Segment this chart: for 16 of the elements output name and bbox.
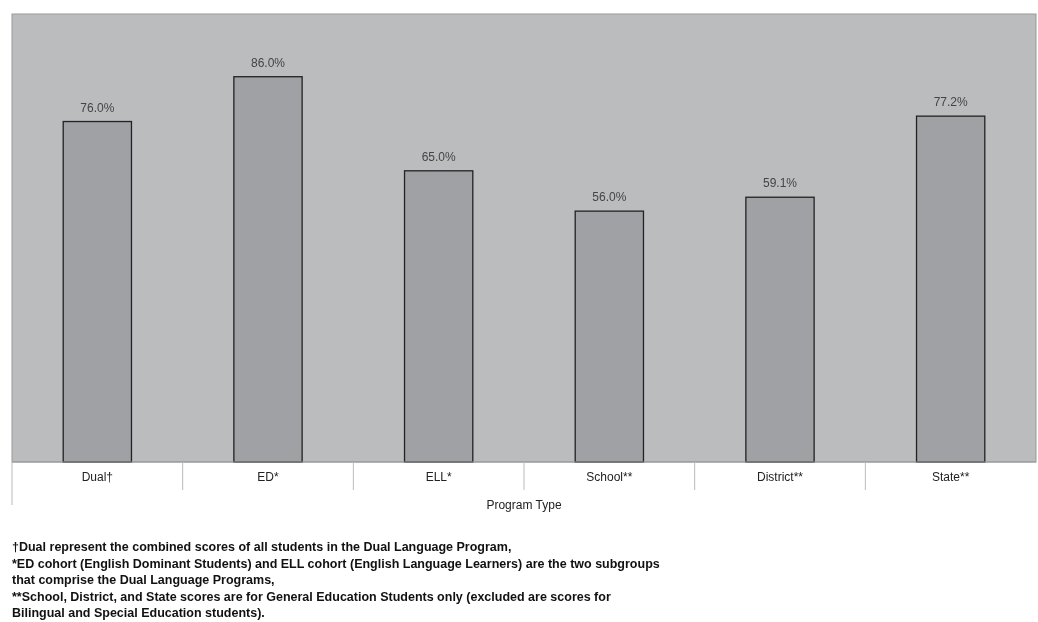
x-tick-label: Dual† [81, 470, 114, 484]
x-tick-label: ELL* [425, 470, 452, 484]
data-label: 86.0% [250, 55, 286, 70]
x-axis-title: Program Type [486, 498, 562, 512]
data-label: 77.2% [933, 95, 969, 110]
text: †Dual represent the combined scores of all students in the Dual Language Program, [12, 540, 512, 554]
text: **School, District, and State scores are for General Education Students only (excluded are scores for Bilingual and Special Education students). [12, 589, 611, 620]
text: *ED cohort (English Dominant Students) and ELL cohort (English Language Learners) are the two subgroups that comprise the Dual Language Programs, [12, 556, 660, 587]
data-label: 65.0% [421, 149, 457, 164]
x-tick-label: ED* [257, 470, 279, 484]
x-tick-label: State** [931, 470, 970, 484]
data-label: 76.0% [80, 100, 115, 115]
data-label: 56.0% [592, 190, 627, 205]
data-label: 59.1% [762, 176, 798, 191]
x-tick-label: School** [586, 470, 633, 484]
x-tick-label: District** [756, 470, 804, 484]
